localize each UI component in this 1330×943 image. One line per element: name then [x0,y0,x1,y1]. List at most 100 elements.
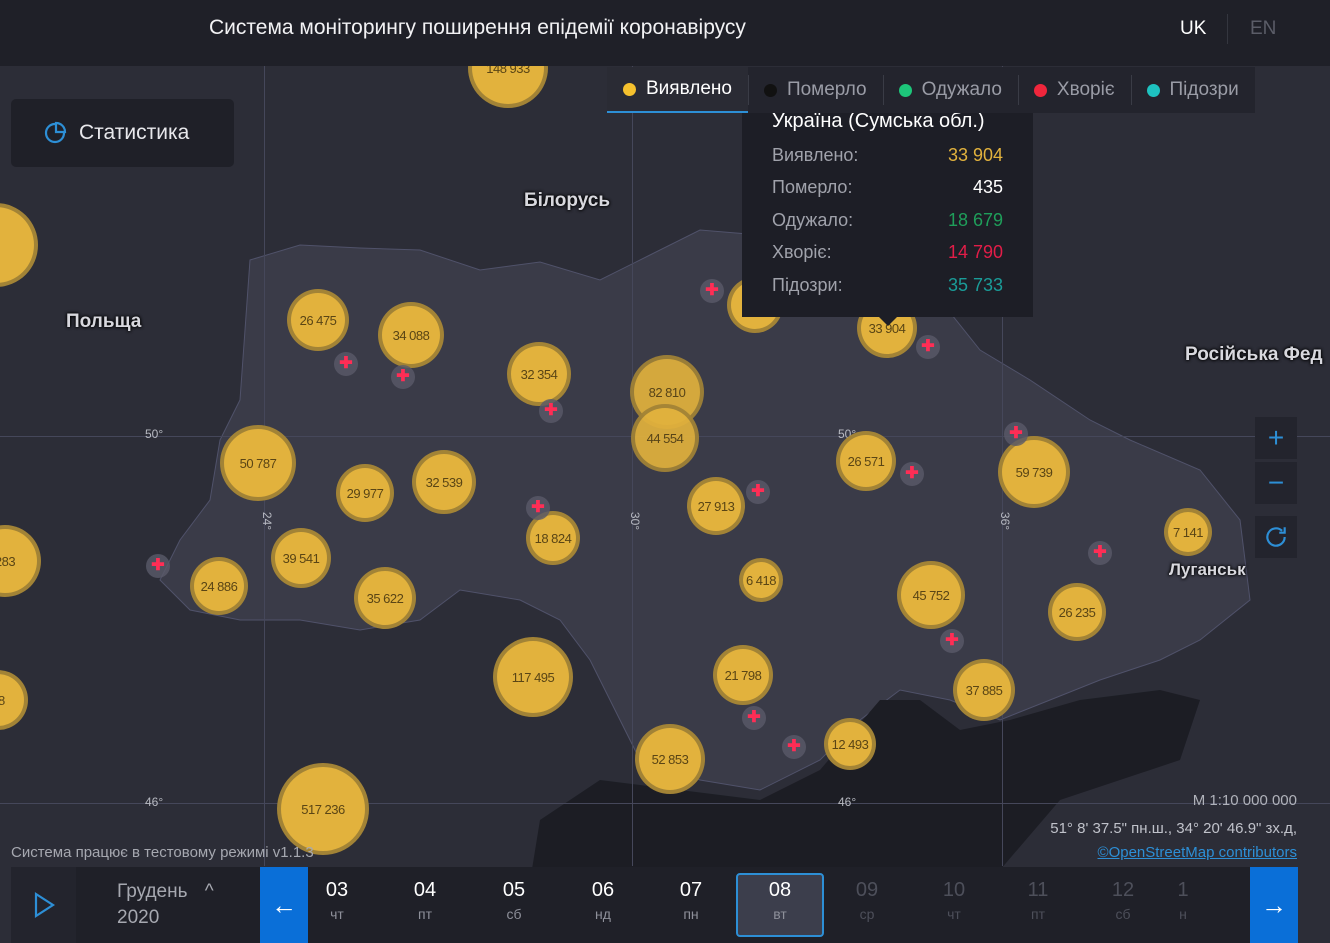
day-number: 08 [768,879,792,901]
hospital-cross-icon[interactable]: ✚ [900,462,924,486]
arrow-left-icon: ← [271,889,297,920]
case-cluster-bubble[interactable]: 18 824 [526,511,580,565]
case-cluster-bubble[interactable]: 26 235 [1048,583,1106,641]
prev-day-button[interactable]: ← [260,867,308,943]
case-cluster-bubble[interactable]: 12 493 [824,718,876,770]
case-cluster-bubble[interactable]: 52 853 [635,724,705,794]
tooltip-row-value: 14 790 [947,242,1003,263]
case-cluster-bubble[interactable]: 37 885 [953,659,1015,721]
weekday: ср [859,906,875,922]
day-04[interactable]: 04 пт [381,879,469,943]
year-label: 2020 [117,907,160,928]
hospital-cross-icon[interactable]: ✚ [700,279,724,303]
legend-dot-icon [623,82,636,96]
zoom-out-button[interactable]: − [1255,462,1297,504]
hospital-cross-icon[interactable]: ✚ [746,480,770,504]
day-06[interactable]: 06 нд [559,879,647,943]
country-label-poland: Польща [66,311,142,332]
case-cluster-bubble[interactable]: 45 752 [897,561,965,629]
case-cluster-bubble[interactable]: 27 913 [687,477,745,535]
lang-en-button[interactable]: EN [1250,18,1277,39]
month-selector[interactable]: Грудень ^ 2020 [117,879,214,931]
day-07[interactable]: 07 пн [647,879,735,943]
case-cluster-bubble[interactable]: 35 622 [354,567,416,629]
case-cluster-bubble[interactable]: 59 739 [998,436,1070,508]
day-number: 11 [1027,879,1049,901]
day-12[interactable]: 12 сб [1079,879,1167,943]
weekday: чт [947,906,961,922]
tab-2[interactable]: Одужало [882,67,1018,113]
latitude-label: 46° [145,795,164,809]
latitude-label: 50° [145,427,164,441]
hospital-cross-icon[interactable]: ✚ [391,365,415,389]
day-number: 07 [679,879,703,901]
cursor-coordinates: 51° 8' 37.5" пн.ш., 34° 20' 46.9" зх.д, [1050,820,1297,837]
hospital-cross-icon[interactable]: ✚ [526,496,550,520]
hospital-cross-icon[interactable]: ✚ [1004,422,1028,446]
tooltip-row-label: Підозри: [772,274,843,295]
weekday: сб [1115,906,1131,922]
legend-dot-icon [1033,83,1047,97]
tab-3[interactable]: Хворіє [1017,67,1131,113]
osm-attribution-link[interactable]: ©OpenStreetMap contributors [1097,844,1297,861]
map-canvas[interactable] [0,66,1330,943]
case-cluster-bubble[interactable]: 44 554 [631,404,699,472]
lang-uk-button[interactable]: UK [1180,18,1207,39]
region-tooltip: Україна (Сумська обл.) Виявлено: 33 904 По… [742,104,1033,317]
case-cluster-bubble[interactable]: 24 886 [190,557,248,615]
day-11[interactable]: 11 пт [994,879,1082,943]
day-05[interactable]: 05 сб [470,879,558,943]
play-button[interactable] [11,867,76,943]
longitude-label: 24° [260,511,275,531]
tooltip-row-value: 18 679 [947,209,1003,230]
case-cluster-bubble[interactable]: 21 798 [713,645,773,705]
hospital-cross-icon[interactable]: ✚ [146,554,170,578]
case-cluster-bubble[interactable]: 29 977 [336,464,394,522]
statistics-label: Статистика [79,121,190,144]
case-cluster-bubble[interactable]: 117 495 [493,637,573,717]
case-cluster-bubble[interactable]: 26 571 [836,431,896,491]
weekday: вт [773,906,787,922]
case-cluster-bubble[interactable]: 7 141 [1164,508,1212,556]
zoom-in-button[interactable]: + [1255,417,1297,459]
tooltip-row-label: Хворіє: [772,242,832,263]
day-08[interactable]: 08 вт [736,873,824,937]
next-day-button[interactable]: → [1250,867,1298,943]
tab-4[interactable]: Підозри [1130,67,1255,113]
tab-label: Хворіє [1056,79,1115,100]
case-cluster-bubble[interactable]: 39 541 [271,528,331,588]
hospital-cross-icon[interactable]: ✚ [742,706,766,730]
case-cluster-bubble[interactable]: 517 236 [277,763,369,855]
case-cluster-bubble[interactable]: 50 787 [220,425,296,501]
case-cluster-bubble[interactable]: 32 539 [412,450,476,514]
day-09[interactable]: 09 ср [823,879,911,943]
statistics-button[interactable]: Статистика [11,99,234,167]
weekday: н [1179,906,1187,922]
tab-1[interactable]: Померло [747,67,883,113]
hospital-cross-icon[interactable]: ✚ [334,352,358,376]
case-cluster-bubble[interactable]: 34 088 [378,302,444,368]
tab-label: Підозри [1169,79,1239,100]
hospital-cross-icon[interactable]: ✚ [916,335,940,359]
hospital-cross-icon[interactable]: ✚ [1088,541,1112,565]
tooltip-row-label: Виявлено: [772,144,859,165]
tab-0[interactable]: Виявлено [607,67,748,113]
play-icon [34,891,55,919]
day-03[interactable]: 03 чт [293,879,381,943]
reset-view-button[interactable] [1255,516,1297,558]
case-cluster-bubble[interactable]: 32 354 [507,342,571,406]
map-scale: М 1:10 000 000 [1192,792,1297,809]
tab-label: Одужало [921,79,1002,100]
tooltip-row-value: 35 733 [947,274,1003,295]
test-mode-notice: Система працює в тестовому режимі v1.1.3 [11,844,314,861]
hospital-cross-icon[interactable]: ✚ [940,629,964,653]
country-label-belarus: Білорусь [524,190,611,211]
weekday: сб [506,906,522,922]
day-number: 06 [591,879,615,901]
hospital-cross-icon[interactable]: ✚ [782,735,806,759]
case-cluster-bubble[interactable]: 26 475 [287,289,349,351]
day-10[interactable]: 10 чт [910,879,998,943]
case-cluster-bubble[interactable]: 6 418 [739,558,783,602]
hospital-cross-icon[interactable]: ✚ [539,399,563,423]
